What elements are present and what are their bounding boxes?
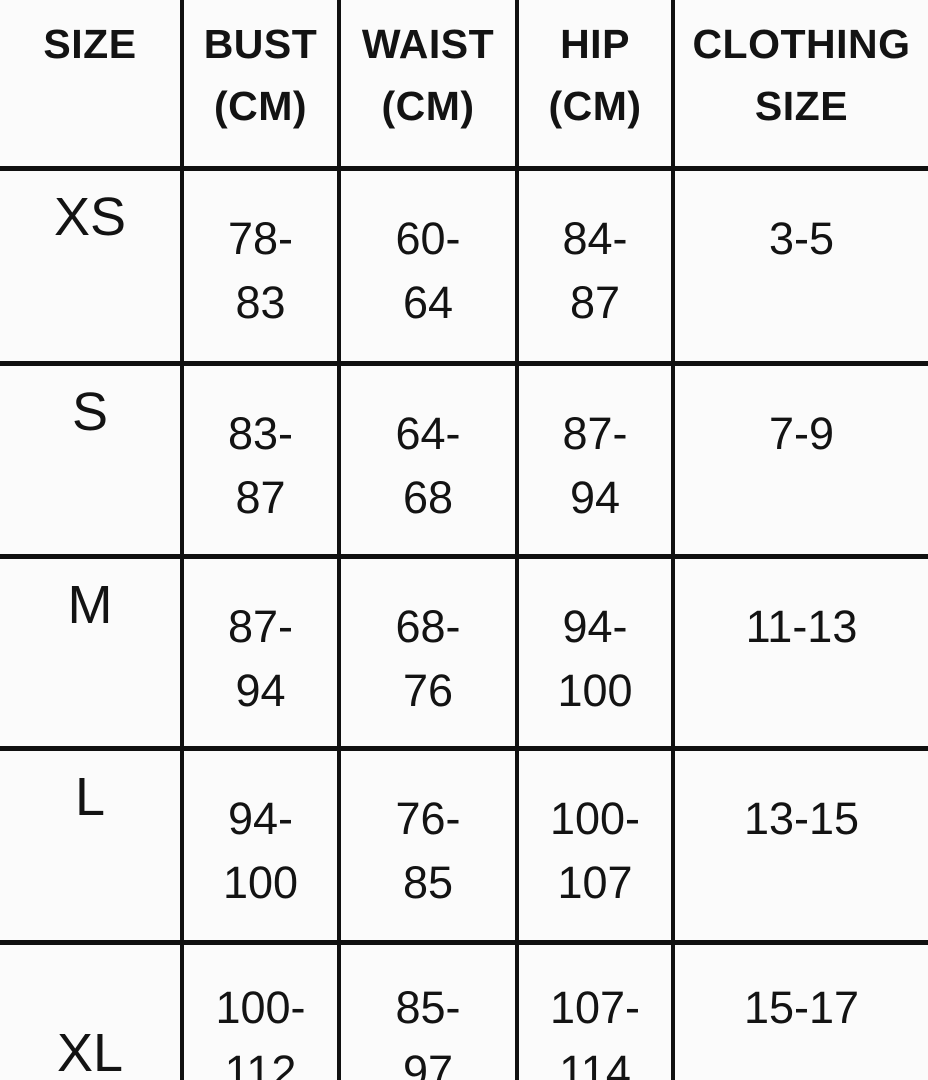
range-start: 84-: [562, 213, 628, 264]
header-cell-hip: HIP (CM): [519, 0, 675, 171]
range-end: 85: [402, 857, 454, 908]
range-end: 83: [235, 277, 286, 328]
header-waist-unit: (CM): [381, 83, 475, 129]
hip-value-s: 87- 94: [519, 366, 675, 559]
clothing-size-text: 7-9: [768, 408, 835, 459]
bust-value-xs: 78- 83: [184, 171, 341, 366]
range-end: 100: [557, 665, 633, 716]
clothing-size-m: 11-13: [675, 559, 928, 751]
header-cell-size: SIZE: [0, 0, 184, 171]
range-start: 83-: [227, 408, 294, 459]
range-end: 94: [569, 472, 621, 523]
waist-value-m: 68- 76: [341, 559, 519, 751]
size-label-m: M: [0, 559, 184, 751]
range-start: 94-: [227, 793, 294, 844]
header-hip-label: HIP: [560, 21, 630, 67]
header-bust-label: BUST: [203, 21, 318, 67]
range-start: 60-: [395, 213, 461, 264]
bust-value-l: 94- 100: [184, 751, 341, 945]
clothing-size-xs: 3-5: [675, 171, 928, 366]
clothing-size-xl: 15-17: [675, 945, 928, 1080]
header-hip-unit: (CM): [548, 83, 642, 129]
header-cell-clothing-size: CLOTHING SIZE: [675, 0, 928, 171]
bust-value-m: 87- 94: [184, 559, 341, 751]
hip-value-xs: 84- 87: [519, 171, 675, 366]
range-end: 68: [402, 472, 454, 523]
clothing-size-text: 13-15: [743, 793, 860, 844]
range-end: 94: [235, 665, 286, 716]
range-end: 76: [402, 665, 454, 716]
header-size-label: SIZE: [43, 21, 137, 67]
range-start: 68-: [395, 601, 461, 652]
bust-value-s: 83- 87: [184, 366, 341, 559]
size-label-text: L: [74, 767, 106, 827]
range-start: 87-: [562, 408, 628, 459]
header-clothing-label: CLOTHING: [692, 21, 911, 67]
range-end: 107: [557, 857, 633, 908]
clothing-size-l: 13-15: [675, 751, 928, 945]
range-end: 64: [402, 277, 454, 328]
size-label-xs: XS: [0, 171, 184, 366]
range-start: 87-: [227, 601, 294, 652]
header-clothing-label-2: SIZE: [754, 83, 849, 129]
header-bust-unit: (CM): [213, 83, 308, 129]
range-start: 107-: [549, 982, 641, 1033]
hip-value-l: 100- 107: [519, 751, 675, 945]
hip-value-m: 94- 100: [519, 559, 675, 751]
size-label-l: L: [0, 751, 184, 945]
size-label-text: M: [67, 575, 113, 635]
clothing-size-text: 15-17: [743, 982, 860, 1033]
range-end: 87: [569, 277, 621, 328]
clothing-size-text: 11-13: [745, 601, 858, 652]
size-label-s: S: [0, 366, 184, 559]
range-end: 87: [235, 472, 286, 523]
range-end: 112: [224, 1046, 297, 1080]
range-start: 94-: [562, 601, 628, 652]
range-start: 100-: [549, 793, 641, 844]
range-start: 64-: [395, 408, 461, 459]
waist-value-l: 76- 85: [341, 751, 519, 945]
size-label-text: XL: [56, 1023, 124, 1080]
bust-value-xl: 100- 112: [184, 945, 341, 1080]
header-waist-label: WAIST: [361, 21, 495, 67]
header-cell-bust: BUST (CM): [184, 0, 341, 171]
range-end: 100: [222, 857, 299, 908]
range-end: 114: [559, 1046, 631, 1080]
header-cell-waist: WAIST (CM): [341, 0, 519, 171]
size-label-text: XS: [53, 187, 127, 247]
waist-value-s: 64- 68: [341, 366, 519, 559]
clothing-size-text: 3-5: [768, 213, 835, 264]
waist-value-xs: 60- 64: [341, 171, 519, 366]
range-start: 78-: [227, 213, 294, 264]
range-start: 100-: [215, 982, 306, 1033]
size-label-text: S: [71, 382, 109, 442]
size-label-xl: XL: [0, 945, 184, 1080]
range-end: 97: [402, 1046, 454, 1080]
range-start: 76-: [395, 793, 461, 844]
range-start: 85-: [395, 982, 461, 1033]
hip-value-xl: 107- 114: [519, 945, 675, 1080]
clothing-size-s: 7-9: [675, 366, 928, 559]
waist-value-xl: 85- 97: [341, 945, 519, 1080]
